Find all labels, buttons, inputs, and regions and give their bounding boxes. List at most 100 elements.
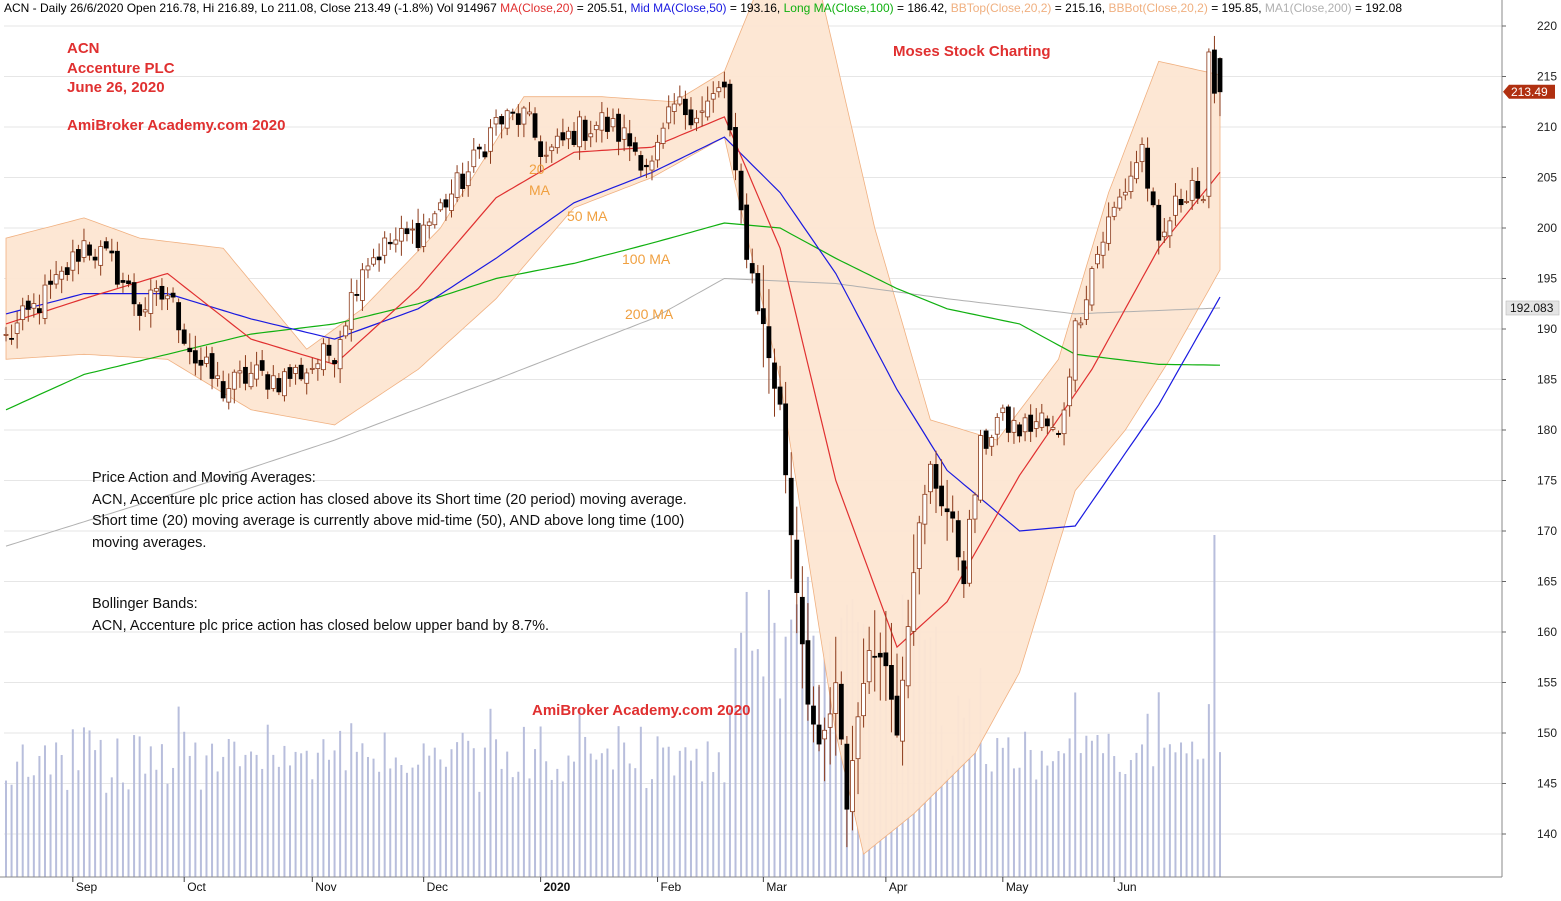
candle-body <box>571 130 577 145</box>
volume-bar <box>528 778 531 877</box>
volume-bar <box>1124 774 1127 877</box>
candle-body <box>53 274 59 285</box>
ma-label-ma20_b: MA <box>529 182 551 198</box>
volume-bar <box>684 747 687 877</box>
candle-body <box>877 652 883 658</box>
candle <box>1117 188 1123 211</box>
date-axis-label: Mar <box>766 880 787 894</box>
volume-bar <box>818 686 821 877</box>
candle <box>20 297 26 331</box>
volume-bar <box>250 751 253 877</box>
last-close-tag-bg <box>1503 84 1555 99</box>
candle-body <box>955 520 961 558</box>
candle-body <box>1195 180 1201 199</box>
candle <box>81 228 87 263</box>
candle-body <box>1083 299 1089 320</box>
candle-body <box>944 508 950 513</box>
volume-bar <box>361 743 364 877</box>
candle-body <box>638 155 644 171</box>
date-axis-label: Feb <box>661 880 682 894</box>
candle <box>1167 216 1173 248</box>
candle-body <box>694 117 699 124</box>
price-axis-label: 205 <box>1537 171 1557 185</box>
candle <box>510 108 516 121</box>
candle-body <box>1150 191 1156 206</box>
candle-body <box>421 224 427 247</box>
candle-body <box>1095 253 1100 265</box>
candle-body <box>916 522 922 569</box>
candle <box>488 119 493 164</box>
candle-body <box>883 652 889 667</box>
candle <box>298 357 304 382</box>
candle <box>3 326 9 342</box>
candle-body <box>844 743 850 810</box>
volume-bar <box>951 755 954 877</box>
candle <box>844 736 850 848</box>
ma-label-ma50: 50 MA <box>567 208 608 224</box>
candle <box>1184 190 1189 204</box>
volume-bar <box>1035 779 1038 877</box>
candle <box>37 294 42 325</box>
volume-bar <box>584 736 587 877</box>
volume-bar <box>177 706 180 877</box>
candle <box>220 370 226 402</box>
candle-body <box>1156 204 1162 241</box>
candle-body <box>42 284 48 319</box>
candle-body <box>1061 409 1067 435</box>
candle <box>1083 285 1089 326</box>
candle-body <box>360 269 365 301</box>
candle <box>515 104 521 137</box>
header-part: MA(Close,20) <box>500 1 574 15</box>
candle <box>109 238 115 262</box>
volume-bar <box>21 744 24 877</box>
candle-body <box>109 250 115 254</box>
candle-body <box>783 403 789 476</box>
candle-body <box>772 362 777 389</box>
ma-label-ma20_a: 20 <box>529 161 545 177</box>
volume-bar <box>394 757 397 877</box>
candle <box>950 495 956 533</box>
candle-body <box>554 135 560 149</box>
candle-body <box>31 303 37 309</box>
candle-body <box>894 695 900 736</box>
candle <box>605 107 610 139</box>
volume-bar <box>962 717 965 877</box>
candle-body <box>460 173 466 189</box>
price-axis-label: 170 <box>1537 524 1557 538</box>
candle <box>666 95 672 130</box>
volume-bar <box>138 736 141 877</box>
volume-bar <box>979 668 982 877</box>
volume-bar <box>489 708 492 877</box>
candle <box>64 262 70 281</box>
volume-bar <box>1191 741 1194 877</box>
volume-bar <box>634 768 637 877</box>
volume-bar <box>1029 749 1032 877</box>
candle <box>204 346 209 368</box>
candle <box>153 280 159 306</box>
volume-bar <box>812 635 815 877</box>
volume-bar <box>355 751 358 877</box>
candle <box>226 373 232 410</box>
candle-body <box>1111 206 1117 217</box>
volume-bar <box>662 747 665 877</box>
candle <box>749 248 755 284</box>
date-axis-label: Sep <box>76 880 98 894</box>
volume-bar <box>550 779 553 877</box>
candle <box>538 135 544 172</box>
price-axis-label: 185 <box>1537 373 1557 387</box>
candle-body <box>939 485 944 507</box>
volume-bar <box>573 761 576 877</box>
candle <box>315 358 321 381</box>
candle <box>744 193 750 269</box>
candle-body <box>655 141 660 161</box>
candle <box>454 165 460 203</box>
volume-bar <box>511 777 514 877</box>
candle-body <box>1122 191 1128 196</box>
candle-body <box>103 241 109 249</box>
candle-body <box>621 127 627 140</box>
candle-body <box>215 375 221 379</box>
candle-body <box>532 113 538 138</box>
candle-body <box>838 683 844 740</box>
